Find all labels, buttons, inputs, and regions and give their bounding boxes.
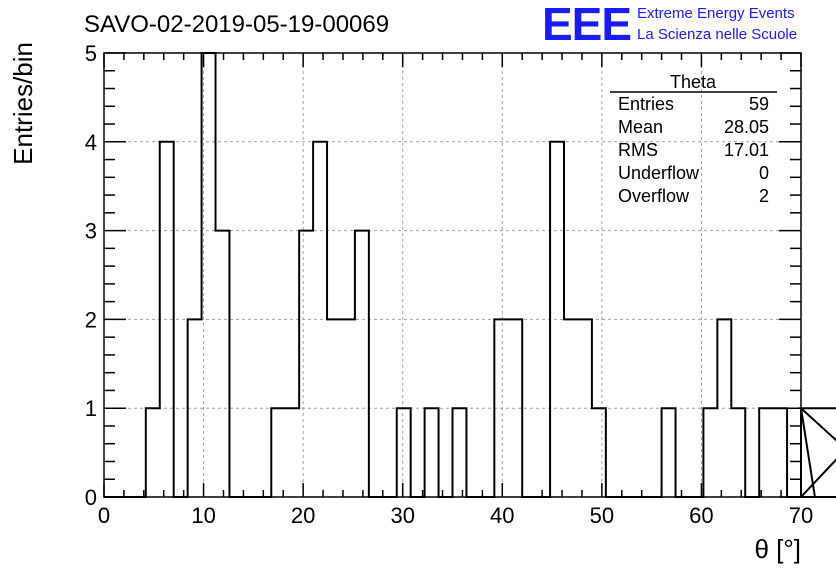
stat-value: 2 bbox=[759, 186, 769, 206]
stat-value: 17.01 bbox=[724, 140, 769, 160]
stat-value: 59 bbox=[749, 94, 769, 114]
stats-rows: Entries 59 Mean 28.05 RMS 17.01 Underflow 0 Over… bbox=[618, 94, 769, 206]
eee-logo: EEE Extreme Energy Events La Scienza nel… bbox=[542, 0, 797, 50]
y-tick-label: 2 bbox=[85, 307, 97, 332]
stat-label: Underflow bbox=[618, 163, 700, 183]
stat-label: Entries bbox=[618, 94, 674, 114]
x-tick-label: 30 bbox=[390, 503, 414, 528]
y-tick-labels: 0 1 2 3 4 5 bbox=[85, 41, 97, 510]
logo-line-1: Extreme Energy Events bbox=[637, 5, 795, 22]
x-tick-label: 50 bbox=[590, 503, 614, 528]
stat-label: Mean bbox=[618, 117, 663, 137]
axis-ticks bbox=[103, 52, 802, 498]
y-tick-label: 4 bbox=[85, 130, 97, 155]
y-tick-label: 3 bbox=[85, 219, 97, 244]
stat-value: 0 bbox=[759, 163, 769, 183]
y-tick-label: 5 bbox=[85, 41, 97, 66]
x-axis-label: θ [°] bbox=[754, 534, 801, 564]
stat-label: Overflow bbox=[618, 186, 690, 206]
plot-frame bbox=[103, 52, 802, 498]
chart-title: SAVO-02-2019-05-19-00069 bbox=[84, 11, 389, 38]
y-tick-label: 0 bbox=[85, 485, 97, 510]
y-tick-label: 1 bbox=[85, 396, 97, 421]
stat-label: RMS bbox=[618, 140, 658, 160]
stats-title: Theta bbox=[670, 72, 717, 92]
y-axis-label: Entries/bin bbox=[8, 42, 38, 165]
x-tick-label: 40 bbox=[490, 503, 514, 528]
x-tick-label: 60 bbox=[689, 503, 713, 528]
logo-line-2: La Scienza nelle Scuole bbox=[637, 26, 797, 43]
x-tick-label: 0 bbox=[98, 503, 110, 528]
x-tick-label: 10 bbox=[191, 503, 215, 528]
stat-value: 28.05 bbox=[724, 117, 769, 137]
x-tick-label: 70 bbox=[789, 503, 813, 528]
x-tick-label: 20 bbox=[291, 503, 315, 528]
logo-mark: EEE bbox=[542, 0, 631, 50]
stats-box: Theta Entries 59 Mean 28.05 RMS 17.01 Underflo… bbox=[610, 72, 777, 206]
x-tick-labels: 0 10 20 30 40 50 60 70 bbox=[98, 503, 813, 528]
